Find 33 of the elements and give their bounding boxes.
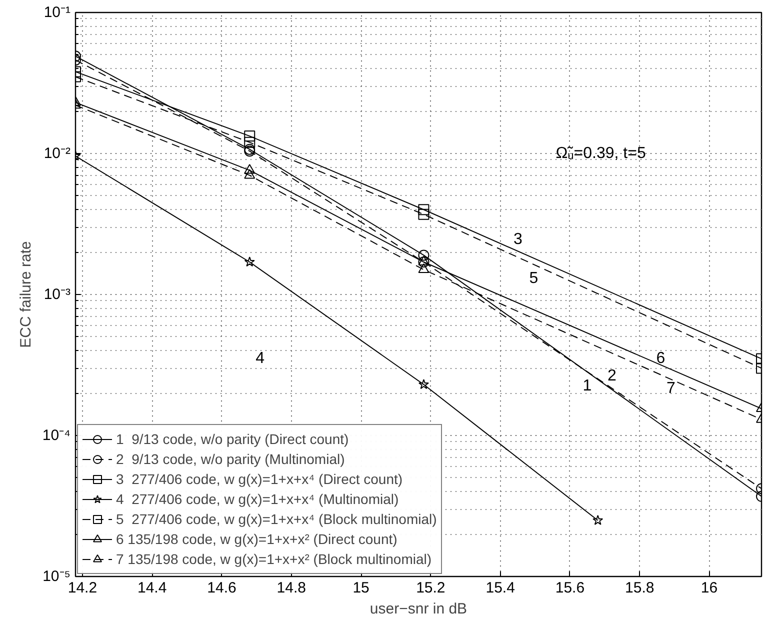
legend-label: 1 9/13 code, w/o parity (Direct count)	[116, 431, 349, 447]
x-tick-label: 15.8	[625, 580, 654, 596]
y-tick-label: 10⁻⁴	[42, 427, 71, 444]
legend-label: 6 135/198 code, w g(x)=1+x+x² (Direct count)	[116, 531, 398, 547]
x-tick-label: 15.6	[555, 580, 585, 596]
legend-label: 7 135/198 code, w g(x)=1+x+x² (Block multinomial)	[116, 551, 432, 567]
x-tick-label: 14.2	[68, 580, 98, 596]
point	[244, 256, 255, 267]
annotation: 1	[582, 378, 592, 395]
legend-label: 4 277/406 code, w g(x)=1+x+x⁴ (Multinomial)	[116, 491, 399, 507]
legend-label: 3 277/406 code, w g(x)=1+x+x⁴ (Direct count)	[116, 471, 403, 487]
annotation: 5	[529, 270, 538, 288]
y-axis-title: ECC failure rate	[17, 241, 34, 348]
legend-label: 5 277/406 code, w g(x)=1+x+x⁴ (Block multinomial)	[116, 511, 437, 527]
x-axis-title: user−snr in dB	[370, 600, 468, 618]
annotation: Ω̃ᵤ=0.39, t=5	[556, 145, 646, 162]
annotation: 4	[256, 350, 265, 368]
x-tick-label: 14.8	[276, 580, 306, 596]
y-tick-label: 10⁻¹	[44, 4, 71, 21]
point	[418, 378, 429, 390]
x-tick-label: 15.2	[416, 580, 446, 596]
x-tick-label: 15	[352, 580, 370, 596]
x-tick-label: 15.4	[486, 580, 515, 596]
x-tick-label: 14.4	[138, 580, 167, 596]
y-tick-label: 10⁻²	[44, 145, 71, 162]
y-tick-label: 10⁻³	[44, 286, 71, 303]
legend-label: 2 9/13 code, w/o parity (Multinomial)	[116, 451, 345, 467]
annotation: 6	[656, 350, 666, 368]
annotation: 2	[608, 368, 617, 385]
annotation: 7	[666, 380, 676, 397]
x-tick-label: 16	[700, 580, 718, 596]
annotation: 3	[514, 231, 523, 248]
x-tick-label: 14.6	[207, 580, 236, 596]
